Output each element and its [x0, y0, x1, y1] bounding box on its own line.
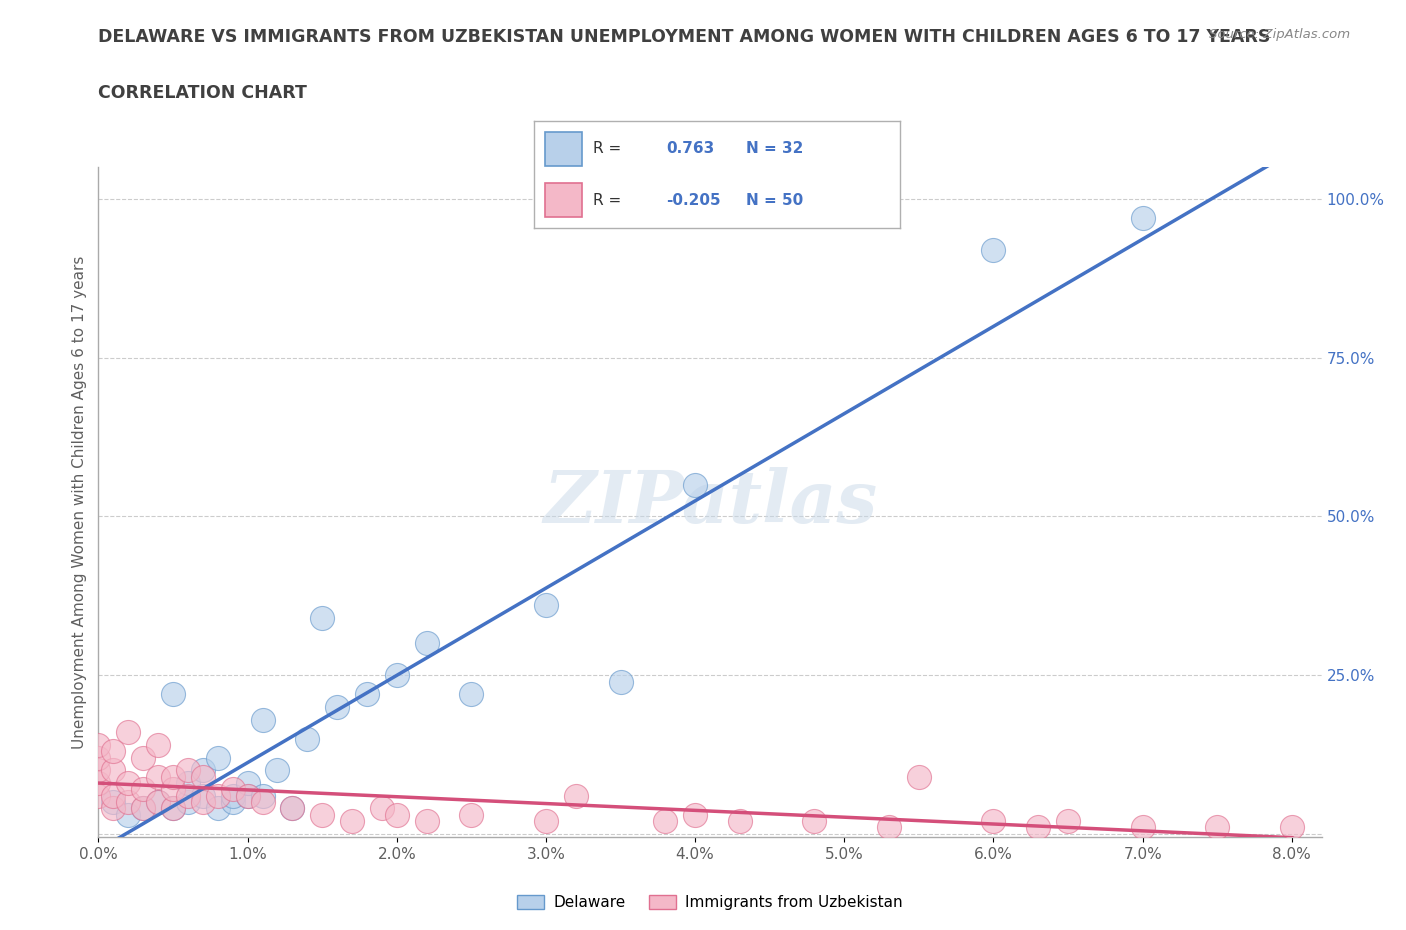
Point	[117, 794, 139, 809]
Point	[177, 776, 200, 790]
Point	[207, 789, 229, 804]
Point	[162, 782, 184, 797]
Point	[326, 699, 349, 714]
Point	[252, 794, 274, 809]
Point	[87, 763, 110, 777]
Point	[162, 801, 184, 816]
Point	[87, 776, 110, 790]
Text: N = 32: N = 32	[747, 141, 804, 156]
Text: -0.205: -0.205	[666, 193, 720, 207]
Point	[162, 686, 184, 701]
Point	[87, 751, 110, 765]
Point	[117, 724, 139, 739]
Bar	[546, 131, 582, 166]
Point	[356, 686, 378, 701]
Point	[177, 763, 200, 777]
Point	[683, 807, 706, 822]
Point	[221, 794, 243, 809]
Point	[191, 763, 214, 777]
Point	[221, 782, 243, 797]
Point	[1206, 820, 1229, 835]
Text: R =: R =	[593, 193, 626, 207]
Point	[146, 737, 169, 752]
Point	[252, 789, 274, 804]
Point	[297, 731, 319, 746]
Point	[132, 782, 155, 797]
Point	[221, 789, 243, 804]
Point	[683, 477, 706, 492]
Point	[132, 751, 155, 765]
Point	[266, 763, 288, 777]
Point	[103, 789, 125, 804]
Point	[117, 807, 139, 822]
Point	[534, 598, 557, 613]
Point	[1132, 211, 1154, 226]
Text: Source: ZipAtlas.com: Source: ZipAtlas.com	[1209, 28, 1350, 41]
Point	[87, 737, 110, 752]
Legend: Delaware, Immigrants from Uzbekistan: Delaware, Immigrants from Uzbekistan	[510, 889, 910, 916]
Point	[281, 801, 304, 816]
Point	[191, 794, 214, 809]
Point	[236, 789, 259, 804]
Text: DELAWARE VS IMMIGRANTS FROM UZBEKISTAN UNEMPLOYMENT AMONG WOMEN WITH CHILDREN AG: DELAWARE VS IMMIGRANTS FROM UZBEKISTAN U…	[98, 28, 1271, 46]
Point	[252, 712, 274, 727]
Point	[534, 814, 557, 829]
Point	[877, 820, 900, 835]
Point	[415, 814, 437, 829]
Point	[1132, 820, 1154, 835]
Point	[103, 801, 125, 816]
Text: ZIPatlas: ZIPatlas	[543, 467, 877, 538]
Text: CORRELATION CHART: CORRELATION CHART	[98, 84, 308, 101]
Point	[117, 776, 139, 790]
Point	[132, 801, 155, 816]
Point	[983, 243, 1005, 258]
Point	[236, 776, 259, 790]
Point	[654, 814, 676, 829]
Point	[236, 789, 259, 804]
Point	[1281, 820, 1303, 835]
Point	[385, 668, 408, 683]
Point	[146, 769, 169, 784]
Point	[103, 794, 125, 809]
Point	[460, 686, 482, 701]
Text: 0.763: 0.763	[666, 141, 714, 156]
Point	[146, 794, 169, 809]
Point	[207, 751, 229, 765]
Point	[191, 789, 214, 804]
Point	[908, 769, 931, 784]
Point	[281, 801, 304, 816]
Point	[207, 801, 229, 816]
Point	[162, 769, 184, 784]
Text: N = 50: N = 50	[747, 193, 804, 207]
Point	[803, 814, 825, 829]
Point	[191, 769, 214, 784]
Point	[87, 789, 110, 804]
Point	[132, 801, 155, 816]
Point	[162, 801, 184, 816]
Y-axis label: Unemployment Among Women with Children Ages 6 to 17 years: Unemployment Among Women with Children A…	[72, 256, 87, 749]
Point	[1026, 820, 1049, 835]
Point	[340, 814, 363, 829]
Point	[460, 807, 482, 822]
Point	[1057, 814, 1080, 829]
Point	[728, 814, 751, 829]
Bar	[546, 183, 582, 218]
Point	[103, 744, 125, 759]
Point	[609, 674, 631, 689]
Point	[311, 611, 333, 626]
Point	[983, 814, 1005, 829]
Point	[371, 801, 394, 816]
Point	[103, 763, 125, 777]
Point	[385, 807, 408, 822]
Point	[565, 789, 588, 804]
Point	[311, 807, 333, 822]
Point	[177, 789, 200, 804]
Text: R =: R =	[593, 141, 626, 156]
Point	[415, 636, 437, 651]
Point	[146, 794, 169, 809]
Point	[177, 794, 200, 809]
